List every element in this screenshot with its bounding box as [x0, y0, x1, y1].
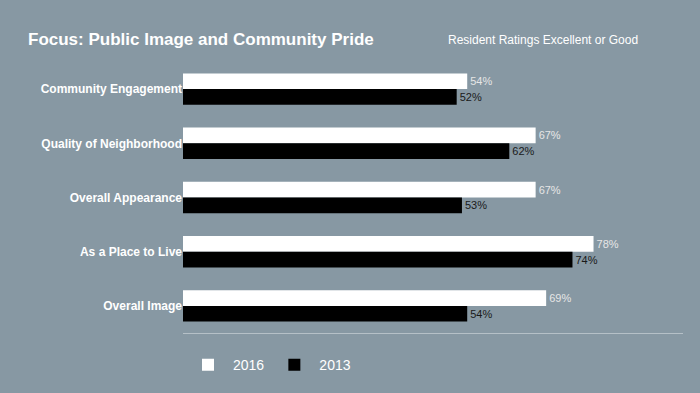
svg-text:2013: 2013 — [319, 357, 350, 373]
svg-text:Community Engagement: Community Engagement — [41, 82, 182, 96]
svg-text:54%: 54% — [470, 75, 492, 87]
svg-text:Resident Ratings Excellent or: Resident Ratings Excellent or Good — [448, 33, 638, 47]
svg-text:67%: 67% — [539, 129, 561, 141]
svg-text:69%: 69% — [549, 292, 571, 304]
svg-text:Quality of Neighborhood: Quality of Neighborhood — [41, 137, 182, 151]
svg-text:67%: 67% — [539, 184, 561, 196]
svg-text:78%: 78% — [597, 238, 619, 250]
svg-text:62%: 62% — [512, 145, 534, 157]
svg-text:Focus: Public Image and Commun: Focus: Public Image and Community Pride — [28, 30, 374, 49]
svg-text:Overall Image: Overall Image — [103, 299, 182, 313]
svg-text:Overall Appearance: Overall Appearance — [70, 191, 183, 205]
svg-text:52%: 52% — [460, 91, 482, 103]
svg-text:53%: 53% — [465, 199, 487, 211]
svg-text:As a Place to Live: As a Place to Live — [80, 245, 182, 259]
svg-text:2016: 2016 — [233, 357, 264, 373]
svg-text:54%: 54% — [470, 308, 492, 320]
svg-text:74%: 74% — [575, 254, 597, 266]
